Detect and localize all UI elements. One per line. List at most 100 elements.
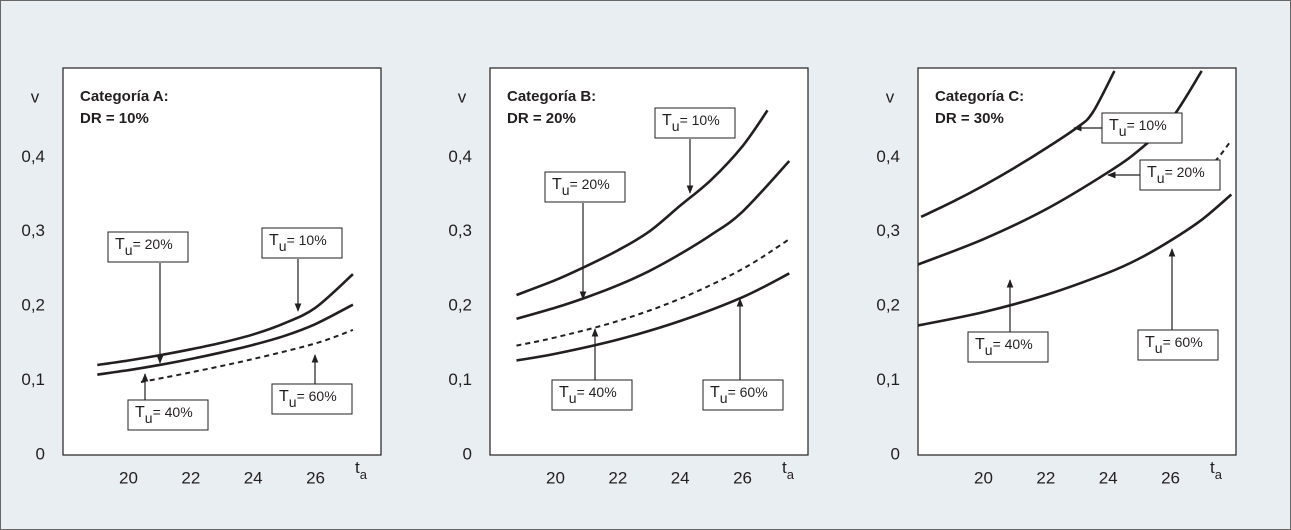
y-axis-label: v bbox=[886, 87, 895, 106]
annotation-text: Tu= 40% bbox=[975, 336, 1033, 358]
panel-subtitle: DR = 30% bbox=[935, 110, 1004, 127]
annotation-sub: u bbox=[1157, 170, 1165, 186]
annotation-main: T bbox=[279, 388, 289, 405]
annotation-text: Tu= 20% bbox=[552, 176, 610, 198]
y-tick-label: 0,3 bbox=[448, 221, 472, 240]
annotation-rest: = 40% bbox=[993, 336, 1033, 352]
x-axis-label: ta bbox=[355, 458, 368, 482]
annotation-box bbox=[544, 171, 626, 203]
x-tick-label: 22 bbox=[608, 468, 627, 487]
annotation-rest: = 20% bbox=[1165, 164, 1205, 180]
annotation-text: Tu= 40% bbox=[559, 384, 617, 406]
annotation-rest: = 40% bbox=[577, 384, 617, 400]
annotation-box bbox=[261, 227, 343, 259]
x-tick-label: 22 bbox=[1036, 468, 1055, 487]
annotation-main: T bbox=[1147, 164, 1157, 181]
annotation-box bbox=[654, 107, 736, 139]
annotation-rest: = 60% bbox=[728, 384, 768, 400]
y-tick-label: 0,4 bbox=[21, 147, 45, 166]
plot-area bbox=[917, 67, 1237, 456]
series-group bbox=[516, 109, 791, 362]
x-label-main: t bbox=[1210, 458, 1215, 477]
annotation: Tu= 40% bbox=[127, 373, 209, 431]
y-tick-label: 0,2 bbox=[876, 296, 900, 315]
annotation: Tu= 60% bbox=[702, 298, 784, 411]
annotation-box bbox=[1101, 112, 1183, 144]
x-tick-label: 20 bbox=[546, 468, 565, 487]
annotation-main: T bbox=[559, 384, 569, 401]
annotation-sub: u bbox=[985, 342, 993, 358]
y-tick-label: 0 bbox=[36, 444, 45, 463]
annotation-rest: = 20% bbox=[570, 176, 610, 192]
annotation-rest: = 40% bbox=[153, 404, 193, 420]
annotation-text: Tu= 20% bbox=[1147, 164, 1205, 186]
curve bbox=[140, 329, 354, 384]
annotation-sub: u bbox=[1119, 123, 1127, 139]
annotation: Tu= 20% bbox=[1107, 159, 1221, 191]
annotation: Tu= 10% bbox=[654, 107, 736, 194]
panel-title: Categoría A: bbox=[80, 88, 169, 105]
series-group bbox=[97, 273, 354, 384]
annotation-box bbox=[127, 399, 209, 431]
panel-subtitle: DR = 10% bbox=[80, 110, 149, 127]
annotation: Tu= 40% bbox=[551, 328, 633, 411]
x-tick-label: 20 bbox=[119, 468, 138, 487]
annotation-main: T bbox=[662, 112, 672, 129]
annotation-rest: = 60% bbox=[1163, 334, 1203, 350]
annotation-rest: = 20% bbox=[133, 236, 173, 252]
annotation-box bbox=[271, 383, 353, 415]
curve bbox=[516, 238, 790, 347]
y-tick-label: 0,4 bbox=[876, 147, 900, 166]
annotation-rest: = 60% bbox=[297, 388, 337, 404]
annotation-main: T bbox=[1109, 117, 1119, 134]
annotation-rest: = 10% bbox=[680, 112, 720, 128]
annotation-main: T bbox=[552, 176, 562, 193]
y-tick-label: 0,3 bbox=[876, 221, 900, 240]
x-tick-label: 26 bbox=[733, 468, 752, 487]
y-tick-label: 0,3 bbox=[21, 221, 45, 240]
x-axis-label: ta bbox=[782, 458, 795, 482]
annotation-box bbox=[702, 379, 784, 411]
x-tick-label: 24 bbox=[671, 468, 690, 487]
annotation-box bbox=[1137, 329, 1219, 361]
annotation: Tu= 10% bbox=[261, 227, 343, 312]
y-tick-label: 0 bbox=[463, 444, 472, 463]
annotation: Tu= 60% bbox=[271, 354, 353, 415]
annotation: Tu= 40% bbox=[967, 279, 1049, 363]
curve bbox=[918, 193, 1233, 327]
annotation-sub: u bbox=[672, 118, 680, 134]
y-tick-label: 0,1 bbox=[876, 370, 900, 389]
annotation-main: T bbox=[135, 404, 145, 421]
x-tick-label: 24 bbox=[244, 468, 263, 487]
annotation-rest: = 10% bbox=[1127, 117, 1167, 133]
y-axis-label: v bbox=[458, 87, 467, 106]
x-tick-label: 26 bbox=[306, 468, 325, 487]
annotation-rest: = 10% bbox=[287, 232, 327, 248]
annotation-box bbox=[551, 379, 633, 411]
annotation-text: Tu= 60% bbox=[710, 384, 768, 406]
annotation-sub: u bbox=[562, 182, 570, 198]
annotation-sub: u bbox=[289, 394, 297, 410]
curve bbox=[516, 160, 791, 321]
annotation-main: T bbox=[1145, 334, 1155, 351]
annotation: Tu= 20% bbox=[107, 231, 189, 364]
annotation-box bbox=[107, 231, 189, 263]
y-tick-label: 0,1 bbox=[21, 370, 45, 389]
panel-title: Categoría C: bbox=[935, 88, 1024, 105]
annotation-main: T bbox=[269, 232, 279, 249]
annotation-sub: u bbox=[125, 242, 133, 258]
annotation-text: Tu= 10% bbox=[1109, 117, 1167, 139]
y-tick-label: 0,1 bbox=[448, 370, 472, 389]
x-tick-label: 22 bbox=[181, 468, 200, 487]
x-label-sub: a bbox=[360, 467, 368, 482]
x-label-main: t bbox=[782, 458, 787, 477]
annotation: Tu= 20% bbox=[544, 171, 626, 300]
annotation-main: T bbox=[710, 384, 720, 401]
annotation-sub: u bbox=[279, 238, 287, 254]
x-label-sub: a bbox=[1215, 467, 1223, 482]
x-axis-label: ta bbox=[1210, 458, 1223, 482]
curve bbox=[97, 303, 354, 376]
x-tick-label: 26 bbox=[1161, 468, 1180, 487]
y-tick-label: 0,2 bbox=[21, 296, 45, 315]
